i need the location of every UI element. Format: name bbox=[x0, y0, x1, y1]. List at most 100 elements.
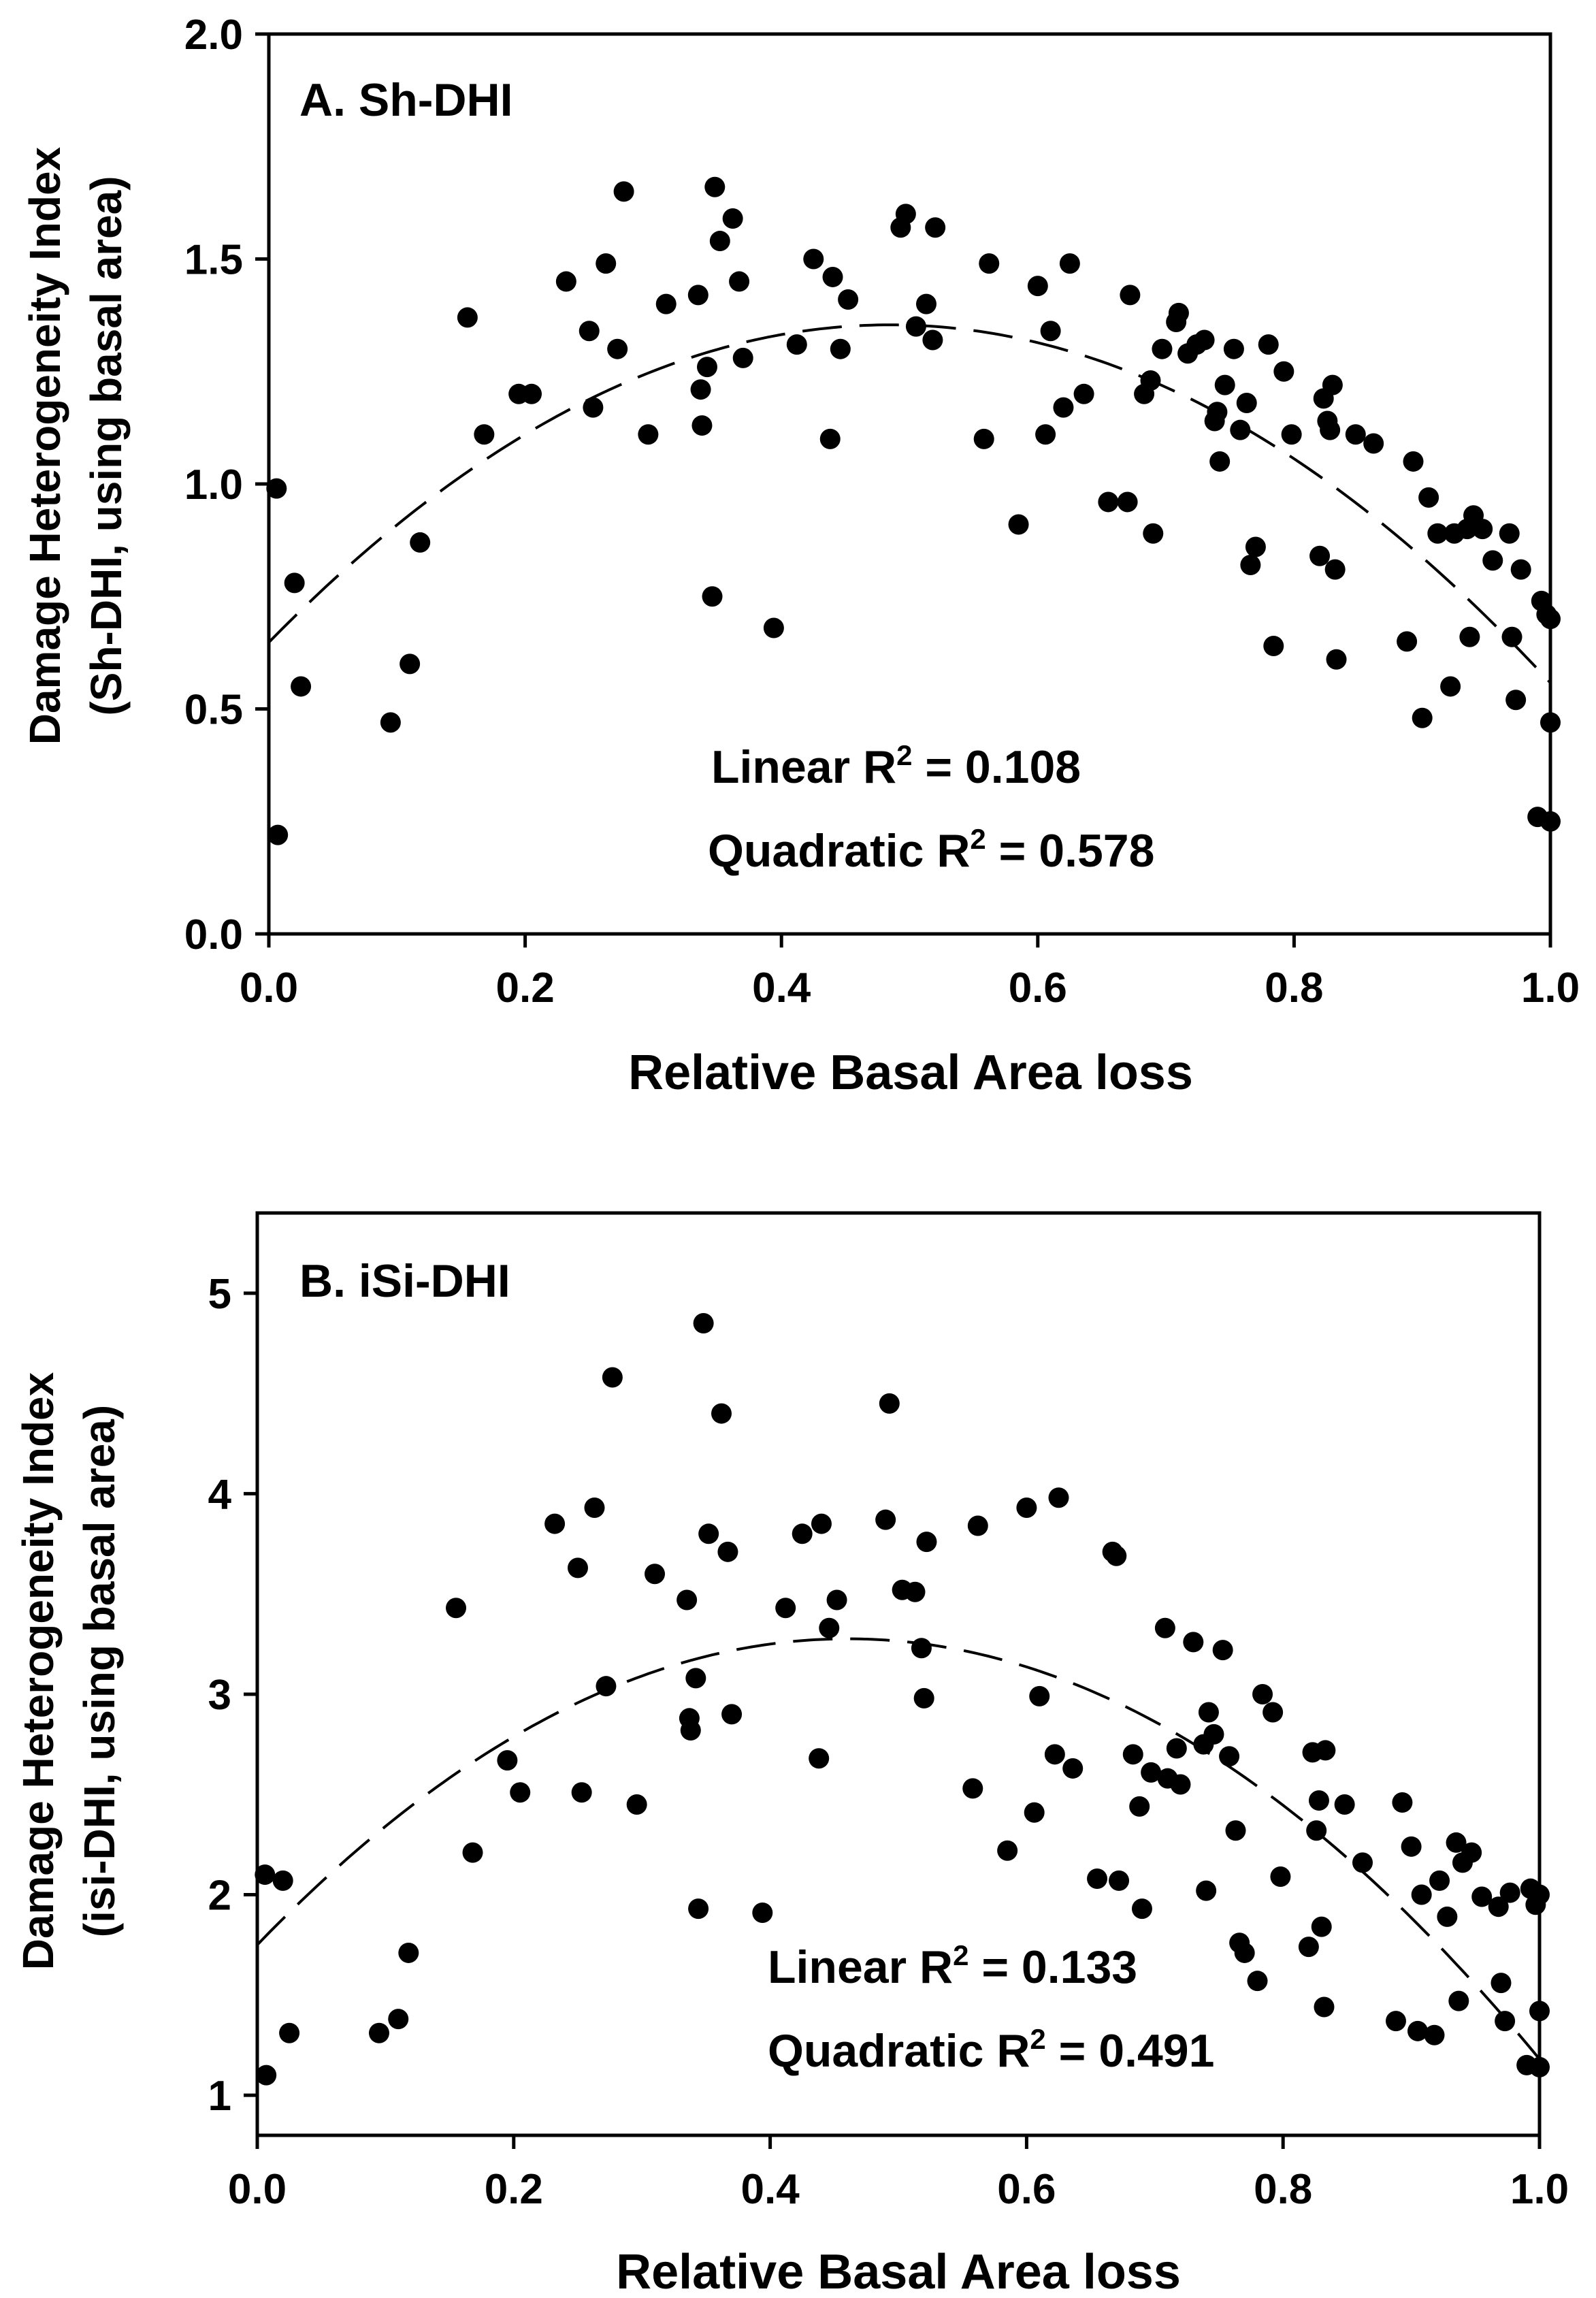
data-point bbox=[1258, 334, 1279, 355]
x-tick-label: 0.0 bbox=[240, 965, 298, 1012]
data-point bbox=[1117, 491, 1138, 513]
annotation-quadratic-r2: Quadratic R2 = 0.491 bbox=[768, 2023, 1214, 2077]
data-point bbox=[1053, 397, 1074, 418]
data-point bbox=[571, 1782, 592, 1803]
data-point bbox=[786, 334, 807, 355]
data-point bbox=[284, 572, 305, 594]
x-tick-label: 0.4 bbox=[740, 2166, 800, 2213]
data-point bbox=[638, 424, 659, 445]
data-point bbox=[1154, 1617, 1175, 1638]
data-point bbox=[704, 176, 726, 197]
data-point bbox=[1212, 1640, 1233, 1661]
plot-area: 0.0 0.2 0.4 0.6 0.8 1.0 1 2 3 4 5 bbox=[208, 1211, 1569, 2213]
data-point bbox=[1129, 1796, 1150, 1817]
x-axis-label: Relative Basal Area loss bbox=[628, 1046, 1193, 1100]
data-point bbox=[568, 1557, 588, 1579]
data-point bbox=[1098, 491, 1119, 513]
data-point bbox=[913, 1687, 934, 1709]
data-point bbox=[655, 293, 677, 314]
data-point bbox=[702, 586, 723, 607]
data-point bbox=[1322, 374, 1343, 395]
data-point bbox=[596, 253, 617, 274]
data-point bbox=[474, 424, 495, 445]
data-point bbox=[915, 293, 937, 314]
data-point bbox=[521, 383, 542, 404]
data-point bbox=[1529, 1884, 1550, 1905]
data-point bbox=[973, 428, 994, 449]
data-point bbox=[1345, 424, 1366, 445]
data-point bbox=[1141, 1762, 1162, 1783]
y-tick-label: 0.0 bbox=[184, 911, 243, 958]
data-point bbox=[1298, 1937, 1319, 1958]
data-point bbox=[1198, 1702, 1219, 1723]
x-tick-label: 1.0 bbox=[1521, 965, 1580, 1012]
data-point bbox=[922, 329, 943, 351]
data-point bbox=[905, 316, 926, 337]
panel-a: Damage Heterogeneity Index (Sh-DHI, usin… bbox=[20, 12, 1580, 1100]
data-point bbox=[1429, 1870, 1450, 1891]
data-point bbox=[1471, 1886, 1493, 1907]
x-tick-label: 0.4 bbox=[752, 965, 811, 1012]
data-point bbox=[763, 617, 784, 638]
data-point bbox=[645, 1564, 666, 1585]
data-point bbox=[1170, 1774, 1191, 1795]
data-point bbox=[1029, 1685, 1050, 1706]
panel-label: A. Sh-DHI bbox=[299, 74, 513, 126]
quadratic-fit-line bbox=[256, 1637, 1541, 2060]
data-point bbox=[1529, 2001, 1550, 2022]
data-point bbox=[875, 1509, 896, 1530]
data-point bbox=[1203, 1724, 1224, 1745]
data-point bbox=[677, 1589, 698, 1611]
data-point bbox=[1183, 1632, 1204, 1653]
data-point bbox=[1401, 1836, 1422, 1857]
data-point bbox=[962, 1778, 983, 1799]
data-point bbox=[1194, 329, 1215, 351]
annotation-quadratic-r2: Quadratic R2 = 0.578 bbox=[708, 823, 1154, 877]
data-point bbox=[446, 1598, 467, 1619]
x-tick-label: 0.8 bbox=[1254, 2166, 1312, 2213]
data-point bbox=[721, 1704, 743, 1725]
data-point bbox=[368, 2022, 389, 2043]
data-point bbox=[1482, 550, 1503, 571]
data-point bbox=[711, 1403, 732, 1424]
data-point bbox=[1230, 419, 1251, 440]
data-point bbox=[1106, 1545, 1127, 1566]
data-point bbox=[1131, 1898, 1152, 1920]
data-point bbox=[826, 1589, 847, 1611]
data-point bbox=[925, 217, 946, 238]
data-point bbox=[1240, 554, 1261, 575]
data-point bbox=[1024, 1802, 1045, 1823]
data-point bbox=[1529, 2056, 1550, 2077]
data-point bbox=[1040, 321, 1061, 342]
data-point bbox=[696, 357, 717, 378]
data-point bbox=[967, 1515, 988, 1536]
data-point bbox=[596, 1676, 617, 1697]
y-tick-label: 0.5 bbox=[184, 687, 243, 734]
data-point bbox=[279, 2022, 300, 2043]
data-point bbox=[584, 1498, 605, 1519]
data-point bbox=[1326, 649, 1347, 670]
data-point bbox=[1044, 1744, 1065, 1765]
data-point bbox=[544, 1513, 566, 1534]
data-point bbox=[680, 1719, 701, 1741]
annotation-linear-r2: Linear R2 = 0.108 bbox=[711, 739, 1081, 793]
data-point bbox=[291, 676, 312, 697]
plot-area: 0.0 0.2 0.4 0.6 0.8 1.0 0.0 0.5 1.0 1.5 2.0 bbox=[184, 12, 1580, 1012]
data-point bbox=[1196, 1880, 1217, 1901]
data-point bbox=[1424, 2024, 1445, 2045]
data-point bbox=[717, 1541, 738, 1562]
data-point bbox=[1225, 1820, 1246, 1841]
x-tick-label: 0.6 bbox=[997, 2166, 1056, 2213]
data-point bbox=[1363, 433, 1384, 454]
plot-frame bbox=[267, 32, 1552, 936]
data-point bbox=[1252, 1683, 1273, 1704]
data-point bbox=[510, 1782, 531, 1803]
data-point bbox=[1397, 631, 1418, 652]
data-point bbox=[1446, 1832, 1467, 1853]
data-point bbox=[722, 208, 743, 229]
data-point bbox=[1448, 1990, 1469, 2011]
data-point bbox=[1263, 1702, 1284, 1723]
panel-label: B. iSi-DHI bbox=[299, 1255, 510, 1307]
y-tick-label: 2.0 bbox=[184, 12, 243, 59]
x-tick-label: 1.0 bbox=[1510, 2166, 1569, 2213]
